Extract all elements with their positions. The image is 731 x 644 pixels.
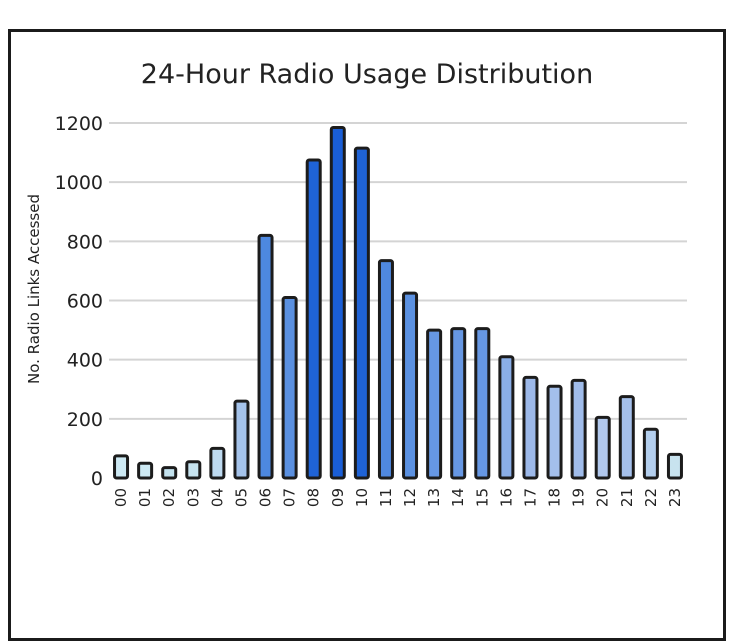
- gridlines: [109, 122, 687, 420]
- y-tick-label: 800: [67, 231, 103, 253]
- y-tick-label: 0: [91, 468, 103, 490]
- bar-00: [113, 454, 130, 480]
- x-tick-label: 02: [160, 488, 178, 507]
- y-tick-label: 200: [67, 409, 103, 431]
- bar-14: [450, 327, 467, 480]
- x-tick-label: 13: [425, 488, 443, 507]
- y-tick-labels: 0 200 400 600 800 1000 1200: [55, 113, 103, 490]
- x-tick-label: 04: [208, 488, 226, 507]
- bar-13: [426, 328, 443, 480]
- x-tick-label: 11: [377, 488, 395, 507]
- y-tick-label: 1200: [55, 113, 103, 135]
- x-tick-label: 03: [184, 488, 202, 507]
- bar-18: [546, 384, 563, 480]
- chart-frame: 24-Hour Radio Usage Distribution No. Rad…: [8, 29, 726, 641]
- x-tick-label: 18: [546, 488, 564, 507]
- x-tick-label: 09: [329, 488, 347, 507]
- x-tick-label: 01: [136, 488, 154, 507]
- bar-08: [305, 158, 322, 480]
- bar-01: [137, 461, 154, 480]
- x-tick-label: 08: [305, 488, 323, 507]
- chart-title: 24-Hour Radio Usage Distribution: [141, 59, 593, 90]
- bar-22: [642, 427, 659, 480]
- bar-05: [233, 399, 250, 480]
- x-tick-label: 05: [232, 488, 250, 507]
- y-tick-label: 1000: [55, 172, 103, 194]
- x-tick-label: 20: [594, 488, 612, 507]
- x-tick-label: 14: [449, 488, 467, 507]
- bar-12: [402, 291, 419, 480]
- x-tick-label: 19: [570, 488, 588, 507]
- bar-20: [594, 415, 611, 480]
- bar-06: [257, 233, 274, 480]
- y-tick-label: 600: [67, 291, 103, 313]
- bar-04: [209, 446, 226, 480]
- x-tick-label: 21: [618, 488, 636, 507]
- x-tick-label: 12: [401, 488, 419, 507]
- bar-02: [161, 466, 178, 480]
- bars: [113, 125, 683, 480]
- bar-10: [353, 146, 370, 480]
- x-tick-label: 10: [353, 488, 371, 507]
- x-tick-label: 17: [521, 488, 539, 507]
- x-tick-label: 15: [473, 488, 491, 507]
- x-tick-label: 23: [666, 488, 684, 507]
- x-tick-label: 07: [281, 488, 299, 507]
- x-tick-label: 00: [112, 488, 130, 507]
- x-tick-label: 22: [642, 488, 660, 507]
- y-axis-label: No. Radio Links Accessed: [25, 194, 43, 384]
- bar-09: [329, 125, 346, 480]
- bar-chart: 24-Hour Radio Usage Distribution No. Rad…: [25, 59, 687, 507]
- bar-03: [185, 460, 202, 480]
- bar-07: [281, 296, 298, 480]
- bar-17: [522, 375, 539, 480]
- bar-21: [618, 395, 635, 480]
- bar-16: [498, 355, 515, 480]
- y-tick-label: 400: [67, 350, 103, 372]
- bar-11: [377, 259, 394, 480]
- bar-15: [474, 327, 491, 480]
- x-tick-label: 06: [257, 488, 275, 507]
- bar-23: [666, 452, 683, 480]
- bar-19: [570, 378, 587, 480]
- x-tick-label: 16: [497, 488, 515, 507]
- x-tick-labels: 00 01 02 03 04 05 06 07 08 09 10 11 12 13 14 15 16 17 18 19…: [112, 488, 684, 507]
